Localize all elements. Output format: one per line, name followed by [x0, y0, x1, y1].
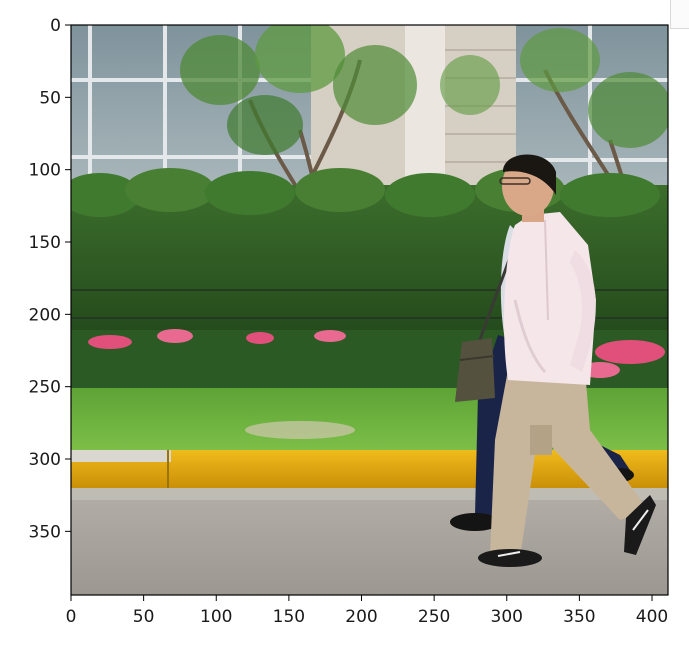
road-gravel-edge [71, 488, 668, 500]
grass-bare-patch [245, 421, 355, 439]
y-tick-label: 250 [29, 378, 61, 398]
y-tick-label: 100 [29, 161, 61, 181]
y-tick-label: 50 [39, 88, 61, 108]
x-tick-label: 0 [66, 607, 77, 627]
plot-frame [70, 24, 669, 596]
x-tick-label: 50 [133, 607, 155, 627]
x-tick-label: 200 [345, 607, 377, 627]
photo-image [71, 25, 668, 595]
x-tick-label: 100 [200, 607, 232, 627]
road [71, 488, 668, 595]
y-axis: 0 50 100 150 200 250 300 350 [29, 16, 71, 542]
x-axis: 0 50 100 150 200 250 300 350 400 [66, 595, 668, 627]
y-tick-label: 0 [50, 16, 61, 36]
y-tick-label: 350 [29, 522, 61, 542]
tree-right [440, 28, 668, 301]
x-tick-label: 150 [273, 607, 305, 627]
person-front [478, 154, 656, 567]
x-tick-label: 350 [563, 607, 595, 627]
y-tick-label: 300 [29, 450, 61, 470]
x-tick-label: 300 [491, 607, 523, 627]
x-tick-label: 250 [418, 607, 450, 627]
x-tick-label: 400 [636, 607, 668, 627]
window-corner-frame [670, 0, 689, 29]
y-tick-label: 200 [29, 305, 61, 325]
y-tick-label: 150 [29, 233, 61, 253]
